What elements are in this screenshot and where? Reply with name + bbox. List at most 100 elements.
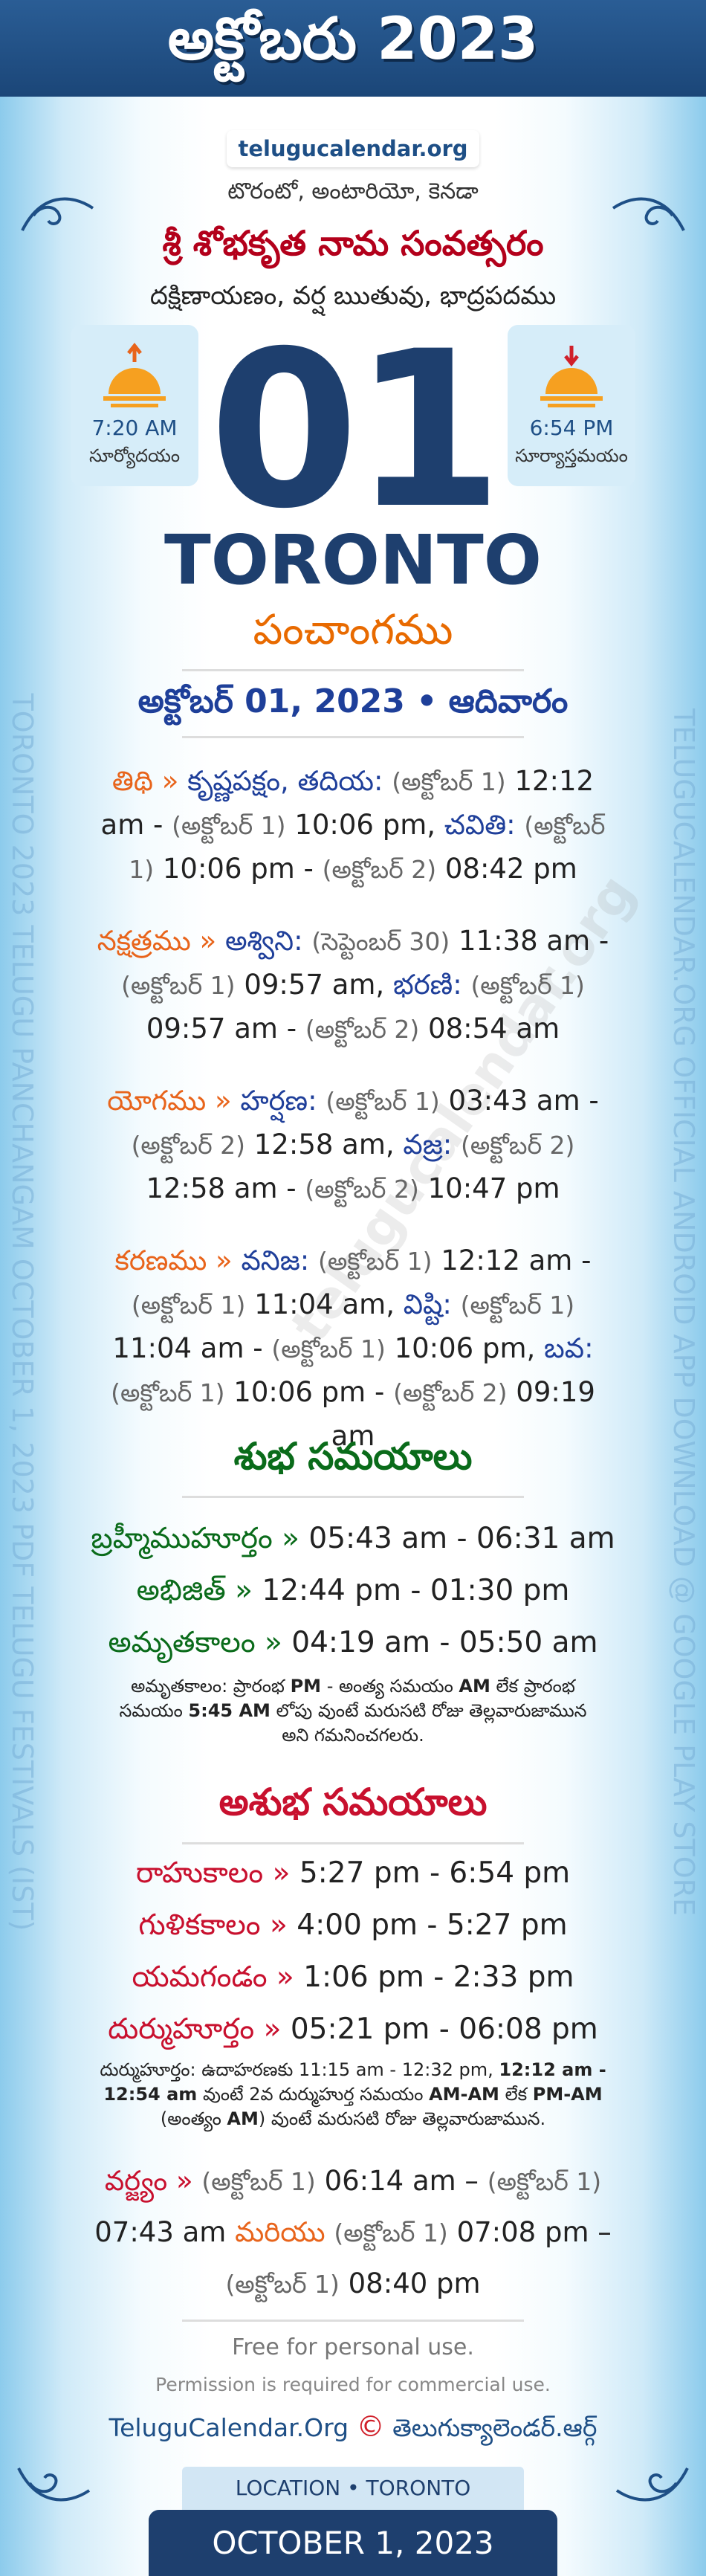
shubha-list: బ్రహ్మీముహూర్తం » 05:43 am - 06:31 am అభి… xyxy=(89,1513,617,1669)
from: 12:58 am - xyxy=(146,1172,297,1204)
sunset-box: 6:54 PM సూర్యాస్తమయం xyxy=(508,325,635,486)
to-date: (అక్టోబర్ 2) xyxy=(131,1131,245,1160)
joiner: మరియు xyxy=(235,2216,326,2248)
site-badge[interactable]: telugucalendar.org xyxy=(227,130,479,167)
label: అమృతకాలం » xyxy=(108,1626,282,1659)
footer-free: Free for personal use. xyxy=(232,2334,474,2360)
from: 09:57 am - xyxy=(146,1013,297,1045)
label: గుళికకాలం » xyxy=(138,1908,288,1942)
day-number: 01 xyxy=(209,306,503,556)
footer-date: OCTOBER 1, 2023 xyxy=(149,2510,557,2576)
note-part: AM xyxy=(227,2108,259,2129)
time: 12:44 pm - 01:30 pm xyxy=(262,1574,570,1607)
time-row: దుర్ముహూర్తం » 05:21 pm - 06:08 pm xyxy=(89,2004,617,2056)
note-part: (అంత్యం xyxy=(160,2108,227,2129)
ornament xyxy=(612,197,685,231)
section-title: అశుభ సమయాలు xyxy=(218,1781,488,1824)
time: 5:27 pm - 6:54 pm xyxy=(299,1856,571,1890)
from-date: (సెప్టెంబర్ 30) xyxy=(311,927,450,956)
label: యోగము » xyxy=(107,1085,232,1117)
note-part: లేక xyxy=(499,2084,533,2105)
label: వర్జ్యం » xyxy=(104,2165,193,2197)
label: నక్షత్రము » xyxy=(97,925,217,957)
header: అక్టోబరు 2023 xyxy=(0,0,706,97)
to: 09:19 am xyxy=(331,1376,595,1452)
to-date: (అక్టోబర్ 1) xyxy=(487,2167,602,2196)
from: 10:06 pm - xyxy=(162,853,314,885)
from: 10:06 pm - xyxy=(233,1376,385,1408)
note-part: 5:45 AM xyxy=(188,1700,271,1721)
to: 08:40 pm xyxy=(348,2267,481,2299)
time: 05:43 am - 06:31 am xyxy=(308,1522,615,1555)
note-part: PM-AM xyxy=(532,2084,603,2105)
to-date: (అక్టోబర్ 1) xyxy=(271,1334,386,1363)
sunset-time: 6:54 PM xyxy=(529,416,614,440)
label: కరణము » xyxy=(114,1245,233,1276)
name: కృష్ణపక్షం, తదియ: xyxy=(187,765,383,797)
name: వనిజ: xyxy=(241,1245,310,1276)
note-part: అమృతకాలం: ప్రారంభ xyxy=(131,1676,291,1697)
note-part: PM xyxy=(290,1676,322,1697)
from: 11:04 am - xyxy=(112,1332,263,1364)
to-date: (అక్టోబర్ 2) xyxy=(305,1175,419,1204)
from: 12:12 am - xyxy=(441,1245,592,1276)
label: అభిజిత్ » xyxy=(136,1574,253,1607)
sunset-icon xyxy=(540,346,603,407)
divider xyxy=(182,1496,524,1498)
sunrise-icon xyxy=(103,342,166,407)
note-part: 12:12 am - 12:54 am xyxy=(103,2059,606,2105)
link[interactable]: TeluguCalendar.Org xyxy=(109,2413,349,2442)
footer-permission: Permission is required for commercial us… xyxy=(155,2374,551,2395)
from-date: (అక్టోబర్ 1) xyxy=(470,971,585,1000)
ornament xyxy=(17,2467,91,2502)
panchang-block: తిథి » కృష్ణపక్షం, తదియ: (అక్టోబర్ 1) 12… xyxy=(89,760,617,891)
note-part: దుర్ముహూర్తం: ఉదాహరణకు 11:15 am - 12:32 … xyxy=(100,2059,499,2080)
from-date: (అక్టోబర్ 2) xyxy=(461,1131,575,1160)
sunrise-label: సూర్యోదయం xyxy=(88,445,181,466)
to-date: (అక్టోబర్ 2) xyxy=(305,1015,420,1044)
ashubha-list: రాహుకాలం » 5:27 pm - 6:54 pm గుళికకాలం » … xyxy=(89,1847,617,2056)
note-part: AM-AM xyxy=(429,2084,499,2105)
header-title: అక్టోబరు 2023 xyxy=(167,6,539,73)
time: 04:19 am - 05:50 am xyxy=(291,1626,598,1659)
from-date: (అక్టోబర్ 1) xyxy=(201,2167,316,2196)
date-line: అక్టోబర్ 01, 2023 • ఆదివారం xyxy=(137,682,569,720)
panchang-block: యోగము » హర్షణ: (అక్టోబర్ 1) 03:43 am - (… xyxy=(89,1079,617,1211)
divider xyxy=(182,2320,524,2322)
to-date: (అక్టోబర్ 1) xyxy=(121,971,236,1000)
to: 10:06 pm, xyxy=(294,809,436,841)
note-part: AM xyxy=(459,1676,490,1697)
link[interactable]: తెలుగుక్యాలెండర్.ఆర్గ్ xyxy=(392,2413,597,2442)
divider xyxy=(182,669,524,671)
label: రాహుకాలం » xyxy=(135,1856,291,1890)
panchang: తిథి » కృష్ణపక్షం, తదియ: (అక్టోబర్ 1) 12… xyxy=(89,760,617,1486)
side-text: TELUGUCALENDAR.ORG OFFICIAL ANDROID APP … xyxy=(667,708,700,1917)
city: TORONTO xyxy=(164,520,542,600)
to-date: (అక్టోబర్ 2) xyxy=(393,1378,508,1407)
divider xyxy=(182,1842,524,1844)
time: 4:00 pm - 5:27 pm xyxy=(297,1908,568,1942)
time-row: అభిజిత్ » 12:44 pm - 01:30 pm xyxy=(89,1565,617,1617)
note-part: - అంత్య సమయం xyxy=(321,1676,459,1697)
section-title: శుభ సమయాలు xyxy=(233,1435,473,1478)
footer-links: TeluguCalendar.Org © తెలుగుక్యాలెండర్.ఆర… xyxy=(0,2410,706,2448)
time-row: రాహుకాలం » 5:27 pm - 6:54 pm xyxy=(89,1847,617,1899)
time-row: అమృతకాలం » 04:19 am - 05:50 am xyxy=(89,1617,617,1669)
panchangam-title: పంచాంగము xyxy=(253,606,453,654)
name: హర్షణ: xyxy=(240,1085,317,1117)
location: టొరంటో, అంటారియో, కెనడా xyxy=(227,178,479,204)
to: 12:58 am, xyxy=(253,1129,395,1161)
year-name: శ్రీ శోభకృత నామ సంవత్సరం xyxy=(162,223,544,263)
side-text: TORONTO 2023 TELUGU PANCHANGAM OCTOBER 1… xyxy=(6,693,39,1931)
time-row: యమగండం » 1:06 pm - 2:33 pm xyxy=(89,1952,617,2004)
from-date: (అక్టోబర్ 1) xyxy=(460,1291,575,1320)
ornament xyxy=(21,197,94,231)
time: 05:21 pm - 06:08 pm xyxy=(290,2012,598,2046)
name: బవ: xyxy=(544,1332,594,1364)
to: 08:54 am xyxy=(428,1013,560,1045)
panchang-block: కరణము » వనిజ: (అక్టోబర్ 1) 12:12 am - (అ… xyxy=(89,1239,617,1458)
ornament xyxy=(615,2467,689,2502)
to: 10:06 pm, xyxy=(394,1332,536,1364)
name: వజ్ర: xyxy=(403,1129,453,1161)
